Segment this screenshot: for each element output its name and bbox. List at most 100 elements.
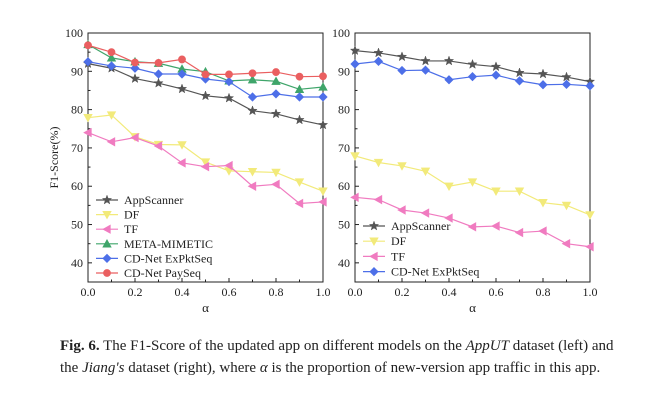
x-tick-label: 0.0 — [348, 285, 363, 299]
data-point — [444, 213, 453, 223]
data-point — [130, 63, 140, 73]
y-tick-label: 100 — [65, 26, 83, 40]
data-point — [538, 199, 548, 208]
data-point — [420, 167, 431, 177]
data-point — [538, 80, 548, 90]
data-point — [317, 119, 329, 130]
series-cd-net-expktseq — [350, 56, 595, 91]
legend-marker — [369, 237, 379, 247]
data-point — [153, 77, 164, 88]
data-point — [467, 58, 478, 69]
data-point — [83, 127, 92, 138]
data-point — [200, 158, 211, 167]
data-point — [318, 187, 328, 197]
data-point — [106, 111, 117, 120]
data-point — [514, 67, 525, 78]
data-point — [467, 72, 478, 82]
data-point — [153, 141, 163, 151]
series-tf — [350, 192, 594, 252]
data-point — [107, 48, 116, 57]
legend-label: CD-Net ExPktSeq — [124, 251, 212, 265]
data-point — [397, 205, 406, 215]
data-point — [420, 55, 431, 66]
data-point — [318, 92, 328, 102]
y-tick-label: 80 — [338, 103, 350, 117]
data-point — [295, 72, 304, 81]
x-tick-label: 0.4 — [442, 285, 457, 299]
data-point — [131, 58, 139, 67]
data-point — [491, 70, 501, 80]
data-point — [83, 57, 93, 67]
data-point — [294, 198, 304, 209]
data-point — [373, 56, 384, 66]
data-point — [247, 92, 258, 102]
data-point — [271, 76, 281, 85]
data-point — [514, 76, 525, 86]
y-tick-label: 70 — [338, 141, 350, 155]
x-tick-label: 0.8 — [536, 285, 551, 299]
series-df — [350, 152, 595, 220]
data-point — [397, 162, 407, 171]
series-cd-net-expktseq — [83, 57, 328, 102]
data-point — [585, 81, 595, 91]
series-appscanner — [349, 45, 596, 87]
legend-marker — [369, 251, 378, 262]
legend-marker — [103, 269, 111, 277]
data-point — [83, 114, 93, 123]
data-point — [349, 45, 361, 56]
caption-label: Fig. 6. — [60, 338, 100, 354]
x-tick-label: 0.6 — [489, 285, 504, 299]
legend-marker — [102, 210, 112, 220]
caption-dataset-2: Jiang's — [82, 360, 125, 376]
data-point — [397, 65, 407, 76]
caption-text-3: dataset (right), where — [124, 360, 260, 376]
data-point — [561, 79, 572, 89]
y-tick-label: 90 — [71, 64, 83, 78]
data-point — [318, 82, 328, 91]
caption-dataset-1: AppUT — [465, 338, 509, 354]
x-axis-label: α — [469, 300, 476, 315]
data-point — [396, 51, 408, 62]
x-tick-label: 0.8 — [269, 285, 284, 299]
data-point — [224, 160, 233, 171]
x-tick-label: 0.4 — [175, 285, 190, 299]
legend-marker — [369, 266, 379, 277]
data-point — [106, 61, 117, 71]
data-point — [154, 58, 163, 67]
data-point — [248, 69, 257, 78]
legend-label: DF — [124, 208, 140, 222]
data-point — [350, 192, 359, 203]
data-point — [84, 41, 92, 50]
data-point — [420, 208, 430, 218]
x-tick-label: 1.0 — [316, 285, 331, 299]
y-tick-label: 80 — [71, 103, 83, 117]
data-point — [585, 242, 594, 252]
data-point — [271, 179, 280, 190]
x-axis-label: α — [202, 300, 209, 315]
data-point — [373, 47, 384, 58]
data-point — [514, 227, 524, 238]
data-point — [178, 55, 186, 64]
caption-alpha: α — [259, 360, 268, 376]
data-point — [177, 69, 187, 79]
y-tick-label: 50 — [338, 218, 350, 232]
data-point — [561, 238, 571, 249]
y-tick-label: 70 — [71, 141, 83, 155]
caption-text-1: The F1-Score of the updated app on diffe… — [99, 338, 466, 354]
y-tick-label: 90 — [338, 64, 350, 78]
data-point — [294, 114, 305, 125]
data-point — [177, 158, 186, 168]
data-point — [350, 152, 360, 161]
data-point — [225, 70, 233, 79]
data-point — [294, 178, 305, 187]
data-point — [585, 211, 595, 220]
data-point — [294, 92, 305, 102]
series-line — [87, 114, 324, 192]
caption-text-4: is the proportion of new-version app tra… — [267, 360, 601, 376]
data-point — [201, 70, 210, 79]
data-point — [130, 132, 139, 143]
legend-label: CD-Net ExPktSeq — [391, 265, 479, 279]
data-point — [200, 161, 210, 172]
